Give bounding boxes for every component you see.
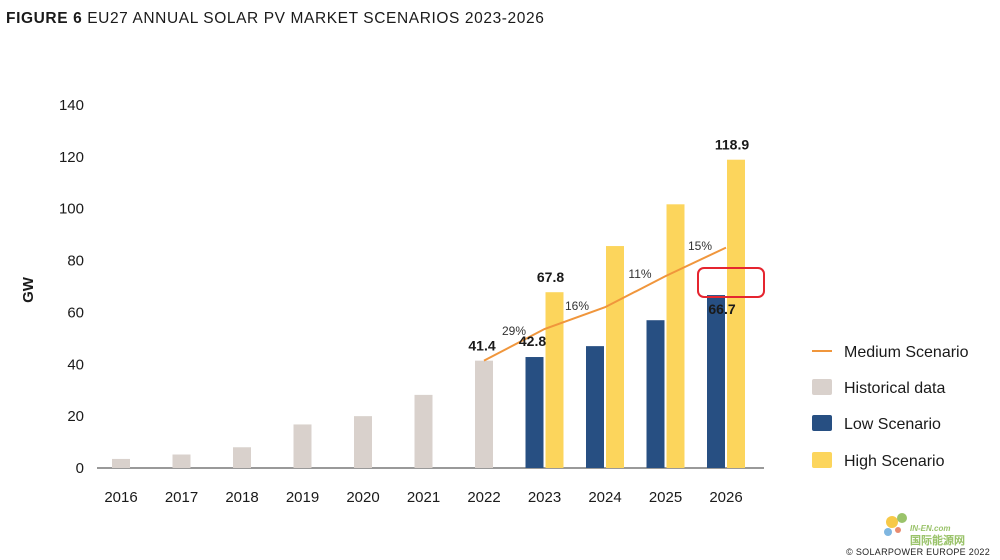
y-tick-label: 20 [67,408,84,425]
growth-label: 11% [628,267,651,281]
data-label: 118.9 [715,137,749,153]
x-tick-label: 2026 [709,489,742,506]
legend-label: Historical data [844,380,945,397]
x-tick-label: 2018 [225,489,258,506]
x-tick-label: 2017 [165,489,198,506]
legend-swatch [812,415,832,431]
bar-high-scenario [727,159,745,468]
chart-title: FIGURE 6 EU27 ANNUAL SOLAR PV MARKET SCE… [6,10,544,28]
bar-low-scenario [525,357,544,468]
y-tick-label: 0 [76,460,84,477]
bar-high-scenario [606,246,624,468]
line-medium-scenario [483,246,727,362]
growth-label: 29% [502,324,526,338]
y-tick-label: 120 [59,149,84,166]
x-tick-label: 2020 [346,489,379,506]
data-label: 67.8 [537,269,564,285]
x-tick-label: 2022 [467,489,500,506]
y-tick-label: 100 [59,201,84,218]
copyright-note: © SOLARPOWER EUROPE 2022 [846,547,990,557]
bar-low-scenario [586,346,604,468]
bar-historical [475,360,493,468]
y-tick-label: 80 [67,253,84,270]
bar-historical [414,394,433,468]
data-label: 66.7 [708,301,735,317]
figure-number: FIGURE 6 [6,10,83,27]
x-tick-label: 2024 [588,489,621,506]
y-tick-label: 60 [67,304,84,321]
x-tick-label: 2021 [407,489,440,506]
legend-swatch [812,379,832,395]
bar-historical [293,424,312,468]
bar-high-scenario [545,292,564,468]
bar-high-scenario [666,204,685,468]
legend-label: Low Scenario [844,416,941,433]
bar-historical [233,447,251,468]
x-tick-label: 2025 [649,489,682,506]
y-tick-label: 40 [67,356,84,373]
highlight-box [697,267,765,298]
data-label: 42.8 [519,333,546,349]
y-axis-label: GW [20,276,37,303]
bar-low-scenario [646,320,665,468]
y-tick-label: 140 [59,97,84,114]
x-tick-label: 2016 [104,489,137,506]
growth-label: 15% [688,239,712,253]
legend-label: High Scenario [844,453,945,470]
x-tick-label: 2023 [528,489,561,506]
legend-label: Medium Scenario [844,344,969,361]
x-tick-label: 2019 [286,489,319,506]
legend-swatch [812,452,832,468]
bar-low-scenario [707,295,725,468]
bar-historical [354,416,372,468]
watermark-site-cn: 国际能源网 [910,535,965,547]
growth-label: 16% [565,299,589,313]
data-label: 41.4 [468,338,495,354]
watermark-site: IN-EN.com [910,524,951,533]
in-en-logo-icon [884,513,907,536]
figure-title: EU27 ANNUAL SOLAR PV MARKET SCENARIOS 20… [87,10,545,27]
bar-historical [112,458,130,468]
bar-historical [172,454,191,468]
